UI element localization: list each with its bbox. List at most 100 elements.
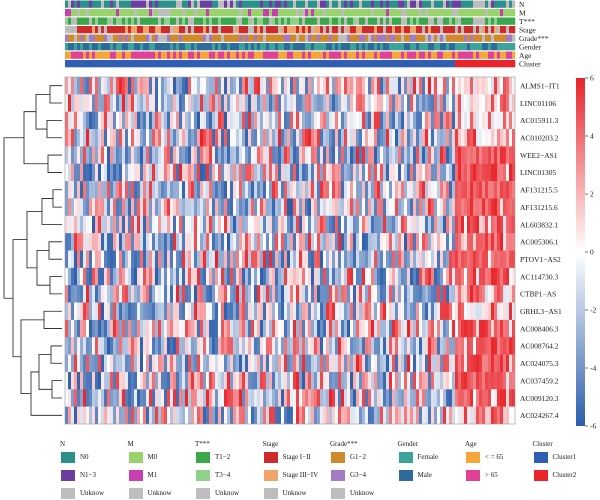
heatmap-cell	[158, 371, 162, 390]
heatmap-cell	[347, 215, 351, 234]
annotation-cell	[470, 51, 474, 59]
heatmap-cell	[377, 181, 381, 199]
heatmap-cell	[71, 215, 75, 234]
heatmap-cell	[434, 389, 438, 407]
heatmap-cell	[299, 267, 303, 286]
annotation-cell	[116, 51, 120, 59]
heatmap-cell	[362, 319, 366, 338]
annotation-cell	[350, 51, 354, 59]
heatmap-cell	[104, 354, 108, 373]
heatmap-cell	[245, 111, 249, 130]
annotation-cell	[188, 9, 192, 17]
heatmap-cell	[365, 302, 369, 321]
legend-swatch	[128, 488, 143, 499]
heatmap-cell	[290, 111, 294, 130]
heatmap-cell	[362, 163, 366, 182]
annotation-cell	[446, 60, 450, 68]
heatmap-cell	[485, 198, 489, 217]
heatmap-cell	[218, 233, 222, 251]
heatmap-cell	[230, 233, 234, 251]
annotation-cell	[179, 43, 183, 51]
heatmap-cell	[407, 250, 411, 269]
heatmap-cell	[224, 354, 228, 373]
heatmap-cell	[389, 371, 393, 390]
heatmap-cell	[224, 215, 228, 234]
heatmap-cell	[416, 77, 420, 95]
heatmap-cell	[422, 302, 426, 321]
heatmap-cell	[266, 337, 270, 355]
heatmap-cell	[320, 181, 324, 199]
heatmap-cell	[395, 181, 399, 199]
heatmap-cell	[371, 198, 375, 217]
heatmap-cell	[329, 181, 333, 199]
heatmap-cell	[281, 181, 285, 199]
heatmap-cell	[383, 371, 387, 390]
heatmap-cell	[185, 302, 189, 321]
heatmap-cell	[305, 233, 309, 251]
heatmap-cell	[356, 285, 360, 303]
heatmap-cell	[119, 129, 123, 147]
heatmap-cell	[485, 389, 489, 407]
annotation-cell	[320, 26, 324, 34]
heatmap-cell	[116, 250, 120, 269]
annotation-cell	[386, 9, 390, 17]
heatmap-cell	[476, 111, 480, 130]
heatmap-cell	[422, 354, 426, 373]
annotation-cell	[98, 0, 102, 8]
heatmap-cell	[251, 198, 255, 217]
annotation-cell	[473, 60, 477, 68]
heatmap-cell	[260, 267, 264, 286]
heatmap-cell	[197, 319, 201, 338]
heatmap-cell	[92, 319, 96, 338]
heatmap-cell	[281, 389, 285, 407]
annotation-cell	[203, 60, 207, 68]
annotation-cell	[218, 9, 222, 17]
annotation-cell	[206, 34, 210, 42]
annotation-cell	[485, 9, 489, 17]
heatmap-cell	[101, 406, 105, 424]
heatmap-cell	[173, 337, 177, 355]
heatmap-cell	[215, 354, 219, 373]
heatmap-cell	[428, 267, 432, 286]
heatmap-cell	[293, 389, 297, 407]
heatmap-cell	[434, 267, 438, 286]
heatmap-cell	[503, 302, 507, 321]
heatmap-cell	[413, 146, 417, 164]
annotation-cell	[164, 51, 168, 59]
annotation-cell	[221, 0, 225, 8]
heatmap-cell	[269, 233, 273, 251]
heatmap-cell	[104, 233, 108, 251]
annotation-cell	[218, 34, 222, 42]
heatmap-cell	[275, 354, 279, 373]
heatmap-cell	[380, 146, 384, 164]
annotation-cell	[248, 26, 252, 34]
annotation-cell	[356, 9, 360, 17]
annotation-cell	[209, 26, 213, 34]
heatmap-cell	[335, 215, 339, 234]
heatmap-cell	[332, 302, 336, 321]
dendrogram-branch	[49, 276, 62, 295]
annotation-cell	[461, 26, 465, 34]
annotation-cell	[308, 51, 312, 59]
heatmap-cell	[104, 77, 108, 95]
heatmap-cell	[287, 215, 291, 234]
annotation-cell	[488, 0, 492, 8]
annotation-cell	[86, 26, 90, 34]
heatmap-cell	[146, 198, 150, 217]
heatmap-cell	[329, 233, 333, 251]
annotation-cell	[113, 0, 117, 8]
heatmap-cell	[74, 198, 78, 217]
heatmap-cell	[185, 267, 189, 286]
heatmap-cell	[146, 250, 150, 269]
heatmap-cell	[113, 267, 117, 286]
heatmap-cell	[434, 337, 438, 355]
heatmap-cell	[389, 146, 393, 164]
annotation-cell	[263, 26, 267, 34]
legend-label: Cluster1	[552, 453, 577, 461]
heatmap-cell	[407, 302, 411, 321]
annotation-cell	[86, 17, 90, 25]
annotation-cell	[509, 51, 513, 59]
heatmap-cell	[152, 233, 156, 251]
heatmap-cell	[290, 233, 294, 251]
heatmap-cell	[65, 319, 69, 338]
